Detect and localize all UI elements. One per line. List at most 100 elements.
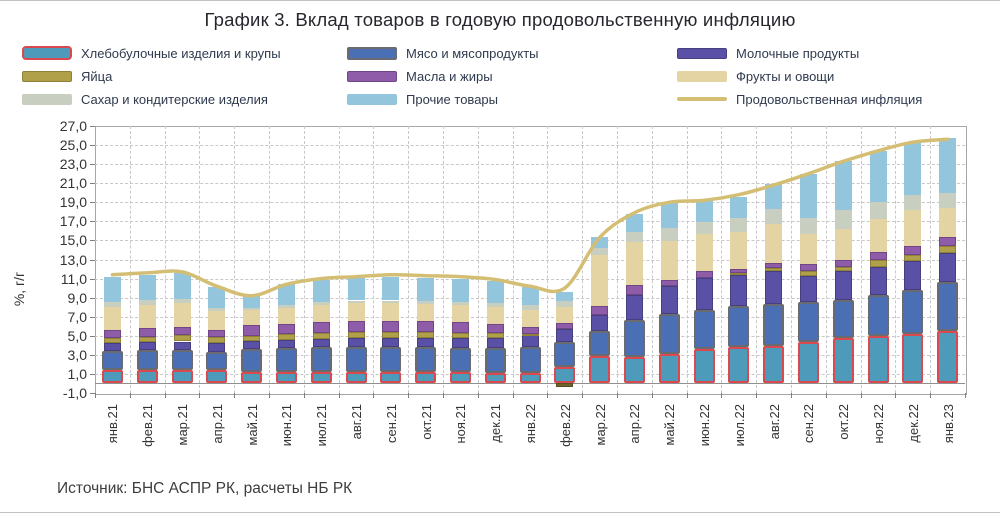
bar-segment bbox=[658, 314, 680, 354]
bar-segment bbox=[834, 161, 852, 211]
x-tick-label: янв.22 bbox=[523, 403, 562, 443]
vertical-gridline bbox=[721, 126, 723, 393]
bar-segment bbox=[380, 346, 402, 373]
legend-label: Хлебобулочные изделия и крупы bbox=[81, 45, 281, 61]
vertical-gridline bbox=[686, 126, 688, 393]
bar-segment bbox=[939, 208, 957, 237]
bar-segment bbox=[904, 254, 922, 262]
y-tick-label: 11,0 bbox=[60, 270, 87, 287]
x-tick-label: дек.22 bbox=[906, 403, 945, 443]
y-axis-tick bbox=[90, 145, 95, 147]
y-tick-label: 9,0 bbox=[67, 289, 87, 306]
bar-segment bbox=[799, 217, 817, 235]
plot-frame bbox=[95, 126, 967, 395]
bar-segment bbox=[589, 355, 611, 384]
bar-segment bbox=[799, 270, 817, 276]
bar-segment bbox=[103, 301, 121, 307]
bar-segment bbox=[939, 138, 957, 193]
x-tick-label: дек.21 bbox=[488, 403, 527, 443]
x-tick-label-text: авг.22 bbox=[766, 404, 782, 440]
bar-segment bbox=[904, 245, 922, 255]
bar-segment bbox=[660, 202, 678, 229]
bar-segment bbox=[869, 202, 887, 219]
bar-segment bbox=[347, 303, 365, 321]
bar-segment bbox=[312, 338, 330, 348]
legend-item: Хлебобулочные изделия и крупы bbox=[22, 45, 281, 61]
legend-item: Молочные продукты bbox=[677, 45, 859, 61]
bar-segment bbox=[556, 292, 574, 301]
bar-segment bbox=[382, 300, 400, 304]
bar-segment bbox=[103, 329, 121, 339]
bar-segment bbox=[660, 286, 678, 315]
bar-segment bbox=[554, 367, 576, 384]
bar-segment bbox=[347, 277, 365, 301]
y-axis-tick bbox=[90, 373, 95, 375]
x-axis-tick bbox=[512, 393, 514, 398]
x-axis-tick bbox=[303, 393, 305, 398]
bar-segment bbox=[417, 277, 435, 301]
y-axis-tick bbox=[90, 221, 95, 223]
vertical-gridline bbox=[791, 126, 792, 393]
vertical-gridline bbox=[129, 126, 131, 393]
bar-segment bbox=[347, 300, 365, 304]
x-tick-label-text: фев.21 bbox=[140, 404, 156, 447]
vertical-gridline bbox=[338, 126, 340, 393]
y-axis-tick bbox=[90, 240, 95, 242]
bar-segment bbox=[347, 338, 365, 347]
bar-segment bbox=[834, 210, 852, 229]
y-tick-label: 19,0 bbox=[59, 194, 87, 211]
bar-segment bbox=[138, 274, 156, 301]
vertical-gridline bbox=[860, 126, 862, 393]
x-axis-tick bbox=[860, 393, 862, 398]
bar-segment bbox=[486, 338, 504, 349]
y-axis-tick bbox=[90, 393, 95, 394]
bar-segment bbox=[660, 241, 678, 280]
bar-segment bbox=[521, 327, 539, 334]
bar-segment bbox=[417, 331, 435, 338]
legend-swatch bbox=[677, 70, 727, 82]
x-axis-tick bbox=[825, 393, 827, 398]
x-tick-label-text: мар.21 bbox=[175, 404, 190, 446]
bar-segment bbox=[730, 274, 748, 307]
bar-segment bbox=[730, 231, 748, 269]
bar-segment bbox=[730, 268, 748, 274]
y-axis-tick bbox=[90, 316, 95, 318]
bar-segment bbox=[797, 341, 819, 384]
bar-segment bbox=[136, 350, 158, 371]
bar-segment bbox=[171, 369, 193, 384]
x-tick-label: сен.22 bbox=[801, 403, 840, 443]
bar-segment bbox=[591, 248, 609, 255]
bar-segment bbox=[939, 192, 957, 208]
bar-segment bbox=[625, 213, 643, 232]
bar-segment bbox=[173, 335, 191, 342]
y-axis-title: %, г/г bbox=[11, 271, 28, 307]
legend-label: Молочные продукты bbox=[736, 45, 860, 61]
bar-segment bbox=[103, 338, 121, 344]
y-tick-label: 3,0 bbox=[67, 346, 87, 363]
y-tick-label: -1,0 bbox=[62, 385, 87, 401]
x-axis-tick bbox=[129, 393, 131, 398]
x-axis-tick bbox=[234, 393, 236, 398]
legend-item: Масла и жиры bbox=[347, 68, 493, 84]
legend-label: Сахар и кондитерские изделия bbox=[81, 91, 268, 107]
bar-segment bbox=[173, 272, 191, 299]
x-axis-tick bbox=[373, 393, 375, 398]
bar-segment bbox=[695, 233, 713, 271]
bar-segment bbox=[765, 263, 783, 269]
x-axis-tick bbox=[164, 393, 166, 398]
bar-segment bbox=[695, 278, 713, 310]
legend-item: Сахар и кондитерские изделия bbox=[22, 91, 268, 107]
vertical-gridline bbox=[373, 126, 375, 393]
vertical-gridline bbox=[199, 126, 201, 393]
bar-segment bbox=[380, 372, 402, 384]
bar-segment bbox=[799, 173, 817, 218]
bar-segment bbox=[695, 200, 713, 223]
bar-segment bbox=[103, 343, 121, 352]
legend-item: Мясо и мясопродукты bbox=[347, 45, 539, 61]
source-note: Источник: БНС АСПР РК, расчеты НБ РК bbox=[57, 480, 353, 497]
bar-segment bbox=[869, 218, 887, 252]
bar-segment bbox=[415, 372, 437, 384]
bar-segment bbox=[591, 314, 609, 331]
x-axis-tick bbox=[651, 393, 653, 398]
